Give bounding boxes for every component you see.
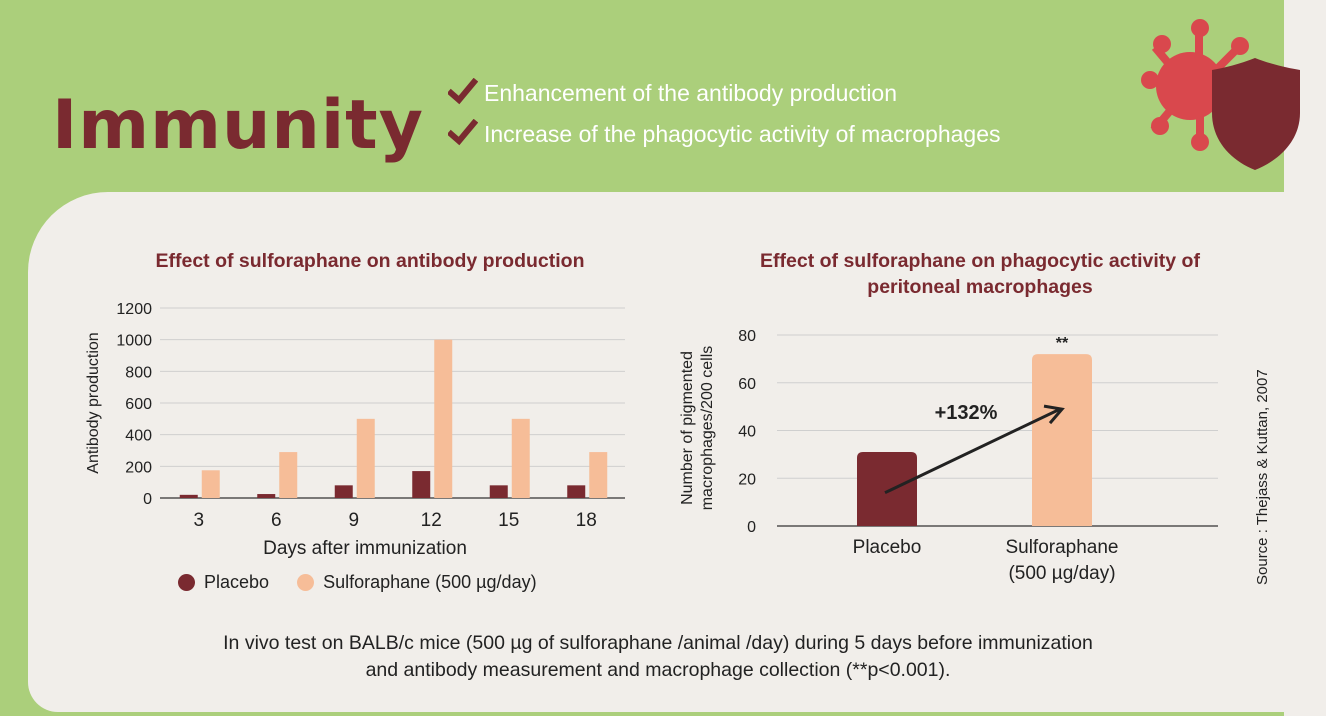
chart1-title: Effect of sulforaphane on antibody produ… bbox=[155, 250, 585, 272]
y-axis-label: Antibody production bbox=[85, 332, 102, 473]
source-citation: Source : Thejass & Kuttan, 2007 bbox=[1254, 369, 1271, 585]
virus-shield-icon bbox=[1140, 18, 1310, 178]
significance-marker: ** bbox=[1056, 335, 1069, 352]
bar-sulforaphane bbox=[279, 452, 298, 498]
bar-placebo bbox=[257, 494, 276, 498]
antibody-chart: 0 200 400 600 800 1000 1200 3 6 9 12 15 18 Days after… bbox=[85, 301, 625, 559]
bar-placebo bbox=[857, 451, 917, 526]
x-tick-label: 3 bbox=[193, 510, 204, 531]
legend-label-sulforaphane: Sulforaphane (500 µg/day) bbox=[323, 572, 537, 592]
bar-sulforaphane bbox=[201, 470, 220, 498]
bar-placebo bbox=[567, 485, 586, 498]
check-icon bbox=[448, 119, 478, 146]
y-tick-label: 600 bbox=[125, 396, 152, 413]
increase-arrow bbox=[884, 407, 1061, 495]
bullet-text: Enhancement of the antibody production bbox=[484, 79, 898, 106]
chart1-legend: Placebo Sulforaphane (500 µg/day) bbox=[178, 572, 537, 593]
y-axis-label-line-1: Number of pigmented bbox=[679, 351, 696, 505]
x-tick-label: Sulforaphane bbox=[1005, 537, 1118, 558]
content-card bbox=[28, 192, 1326, 712]
footer-line-1: In vivo test on BALB/c mice (500 µg of s… bbox=[223, 632, 1093, 654]
y-axis-label-line-2: macrophages/200 cells bbox=[699, 346, 716, 511]
y-tick-label: 20 bbox=[738, 471, 756, 488]
bar-placebo bbox=[412, 471, 431, 498]
check-icon bbox=[448, 78, 478, 105]
y-tick-label: 80 bbox=[738, 328, 756, 345]
footer-line-2: and antibody measurement and macrophage … bbox=[365, 659, 951, 681]
bullet-item: Increase of the phagocytic activity of m… bbox=[448, 119, 1001, 149]
y-tick-label: 40 bbox=[738, 424, 756, 441]
legend-swatch-sulforaphane bbox=[297, 574, 315, 591]
x-tick-label: 6 bbox=[271, 510, 282, 531]
bar-placebo bbox=[334, 485, 353, 498]
x-tick-label: 9 bbox=[348, 510, 359, 531]
footer-note: In vivo test on BALB/c mice (500 µg of s… bbox=[0, 630, 1316, 684]
x-tick-label: Placebo bbox=[853, 537, 922, 558]
bar-sulforaphane bbox=[1032, 354, 1092, 526]
x-tick-label: 18 bbox=[576, 510, 597, 531]
y-tick-label: 60 bbox=[738, 376, 756, 393]
y-tick-label: 0 bbox=[143, 491, 152, 508]
bar-sulforaphane bbox=[434, 339, 453, 498]
increase-label: +132% bbox=[935, 402, 998, 424]
legend-swatch-placebo bbox=[178, 574, 195, 591]
x-tick-label: (500 µg/day) bbox=[1008, 563, 1115, 584]
x-tick-label: 15 bbox=[498, 510, 519, 531]
bullet-item: Enhancement of the antibody production bbox=[448, 78, 897, 108]
bar-placebo bbox=[489, 485, 508, 498]
legend-label-placebo: Placebo bbox=[204, 572, 270, 592]
y-tick-label: 0 bbox=[747, 519, 756, 536]
bar-sulforaphane bbox=[511, 418, 530, 498]
y-tick-label: 200 bbox=[125, 459, 152, 476]
y-tick-label: 1000 bbox=[116, 333, 152, 350]
phagocytic-chart: 0 20 40 60 80 Placebo Sulforaphane (500 µg/day)… bbox=[679, 328, 1218, 584]
bar-sulforaphane bbox=[589, 452, 608, 498]
bar-sulforaphane bbox=[356, 418, 375, 498]
page-title: Immunity bbox=[52, 86, 424, 165]
y-tick-label: 1200 bbox=[116, 301, 152, 318]
y-tick-label: 400 bbox=[125, 428, 152, 445]
x-axis-label: Days after immunization bbox=[263, 538, 467, 559]
chart2-title-text: Effect of sulforaphane on phagocytic act… bbox=[760, 250, 1200, 298]
bullet-text: Increase of the phagocytic activity of m… bbox=[484, 120, 1001, 147]
bar-placebo bbox=[179, 494, 198, 498]
y-tick-label: 800 bbox=[125, 364, 152, 381]
arrow-head bbox=[1043, 404, 1065, 425]
x-tick-label: 12 bbox=[421, 510, 442, 531]
chart2-title: Effect of sulforaphane on phagocytic act… bbox=[760, 248, 1200, 300]
